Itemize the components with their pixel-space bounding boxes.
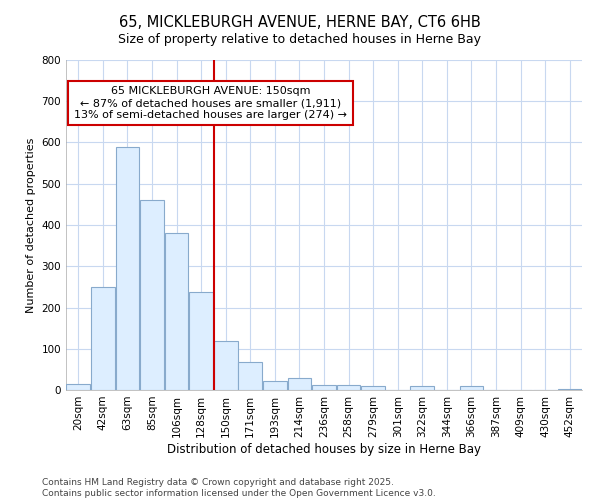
Bar xyxy=(214,340,238,390)
Text: Size of property relative to detached houses in Herne Bay: Size of property relative to detached ho… xyxy=(119,32,482,46)
Bar xyxy=(337,385,361,390)
Bar xyxy=(189,292,213,390)
Bar xyxy=(91,287,115,390)
X-axis label: Distribution of detached houses by size in Herne Bay: Distribution of detached houses by size … xyxy=(167,442,481,456)
Bar xyxy=(67,384,90,390)
Bar xyxy=(287,378,311,390)
Text: Contains HM Land Registry data © Crown copyright and database right 2025.
Contai: Contains HM Land Registry data © Crown c… xyxy=(42,478,436,498)
Bar xyxy=(410,386,434,390)
Bar xyxy=(361,386,385,390)
Y-axis label: Number of detached properties: Number of detached properties xyxy=(26,138,36,312)
Bar xyxy=(312,385,336,390)
Bar xyxy=(460,386,484,390)
Bar xyxy=(263,381,287,390)
Bar xyxy=(116,146,139,390)
Bar xyxy=(164,233,188,390)
Bar xyxy=(238,362,262,390)
Bar xyxy=(558,389,581,390)
Text: 65 MICKLEBURGH AVENUE: 150sqm
← 87% of detached houses are smaller (1,911)
13% o: 65 MICKLEBURGH AVENUE: 150sqm ← 87% of d… xyxy=(74,86,347,120)
Text: 65, MICKLEBURGH AVENUE, HERNE BAY, CT6 6HB: 65, MICKLEBURGH AVENUE, HERNE BAY, CT6 6… xyxy=(119,15,481,30)
Bar xyxy=(140,200,164,390)
